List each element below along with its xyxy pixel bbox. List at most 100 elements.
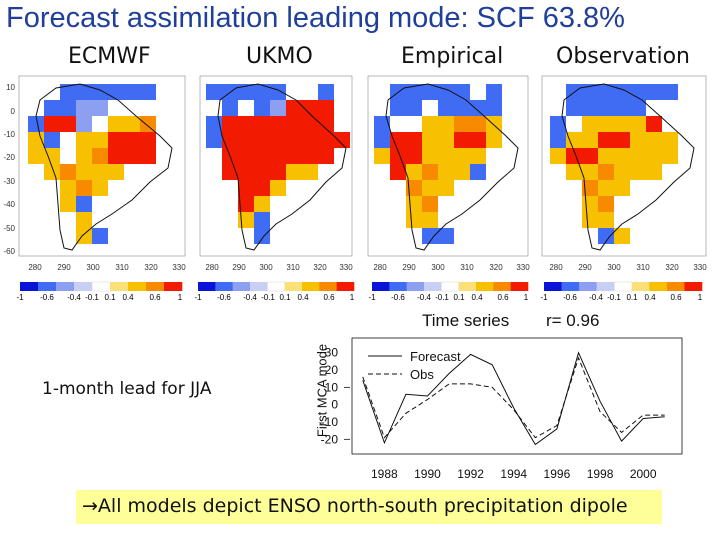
map-cell (646, 100, 662, 116)
map-cell (582, 132, 598, 148)
map-cell (598, 212, 614, 228)
map-cell (630, 164, 646, 180)
panel-title-empirical: Empirical (401, 44, 504, 69)
x-tick-label: 320 (144, 263, 158, 272)
map-cell (140, 84, 156, 100)
map-cell (254, 164, 270, 180)
x-tick-label: 310 (460, 263, 474, 272)
map-cell (582, 180, 598, 196)
x-tick-label: 330 (516, 263, 530, 272)
map-cell (92, 228, 108, 244)
map-cell (598, 164, 614, 180)
x-tick-label: 290 (232, 263, 246, 272)
map-cell (318, 116, 334, 132)
colorbar-swatch (493, 282, 511, 291)
map-cell (28, 116, 44, 132)
map-cell (614, 228, 630, 244)
map-cell (438, 116, 454, 132)
colorbar-swatch (510, 282, 529, 291)
coastline (561, 83, 695, 251)
colorbar-swatch (631, 282, 650, 291)
map-cell (550, 148, 566, 164)
map-cell (238, 116, 254, 132)
map-cell (92, 84, 108, 100)
y-tick-label: 10 (6, 83, 15, 92)
map-cell (406, 132, 422, 148)
map-cell (76, 164, 92, 180)
map-cell (390, 116, 406, 132)
map-cell (470, 148, 486, 164)
map-cell (222, 116, 238, 132)
x-tick-label: 320 (665, 263, 679, 272)
colorbar-swatch (56, 282, 75, 291)
map-cell (60, 180, 76, 196)
colorbar-swatch (336, 282, 355, 291)
x-tick-label: 280 (28, 263, 42, 272)
map-cell (454, 100, 470, 116)
map-cell (206, 84, 222, 100)
map-cell (92, 132, 108, 148)
colorbar-swatch (20, 282, 39, 291)
map-cell (486, 132, 502, 148)
map-cell (614, 180, 630, 196)
map-cell (28, 148, 44, 164)
x-tick-label: 330 (693, 263, 707, 272)
map-cell (124, 116, 140, 132)
map-cell (44, 100, 60, 116)
map-cell (422, 132, 438, 148)
map-cell (422, 196, 438, 212)
map-cell (60, 212, 76, 228)
coastline (217, 83, 347, 251)
map-cell (582, 148, 598, 164)
map-cell (422, 164, 438, 180)
map-cell (406, 180, 422, 196)
map-cell (406, 100, 422, 116)
y-tick-label: -60 (3, 247, 15, 256)
colorbar-swatch (110, 282, 129, 291)
colorbar-label: 0.6 (670, 293, 682, 302)
legend-label-obs: Obs (410, 367, 434, 382)
colorbar-swatch (649, 282, 668, 291)
x-tick-label: 1992 (457, 467, 484, 481)
map-cell (76, 100, 92, 116)
map-cell (60, 100, 76, 116)
map-cell (614, 148, 630, 164)
map-cell (422, 100, 438, 116)
map-panel-empirical: 280 290 300 310 320 330 (367, 75, 530, 272)
colorbar-label: 1 (524, 293, 529, 302)
x-tick-label: 280 (373, 263, 387, 272)
map-cell (438, 132, 454, 148)
map-cell (598, 84, 614, 100)
map-cell (28, 100, 44, 116)
map-cell (438, 180, 454, 196)
map-cell (598, 196, 614, 212)
x-tick-label: 320 (313, 263, 327, 272)
map-cell (598, 228, 614, 244)
map-cell (486, 148, 502, 164)
map-cell (270, 164, 286, 180)
map-cell (374, 132, 390, 148)
y-tick-label: -40 (3, 200, 15, 209)
colorbar-ukmo: -1 -0.6 -0.4 -0.1 0.1 0.4 0.6 1 (194, 281, 355, 302)
colorbar-label: -1 (194, 293, 202, 302)
map-cell (206, 132, 222, 148)
map-field (374, 84, 518, 244)
map-cell (318, 100, 334, 116)
map-cell (124, 148, 140, 164)
map-cell (270, 116, 286, 132)
map-cell (92, 148, 108, 164)
colorbar-label: 0.6 (149, 293, 161, 302)
map-cell (598, 116, 614, 132)
colorbar-label: -0.6 (40, 293, 54, 302)
map-cell (270, 100, 286, 116)
map-cell (486, 84, 502, 100)
map-cell (44, 116, 60, 132)
map-cell (92, 180, 108, 196)
map-cell (406, 116, 422, 132)
colorbar-label: 0.4 (297, 293, 309, 302)
map-cell (614, 100, 630, 116)
map-cell (302, 148, 318, 164)
colorbar-label: -0.4 (417, 293, 431, 302)
x-tick-label: 300 (86, 263, 100, 272)
colorbar-swatch (91, 281, 111, 292)
